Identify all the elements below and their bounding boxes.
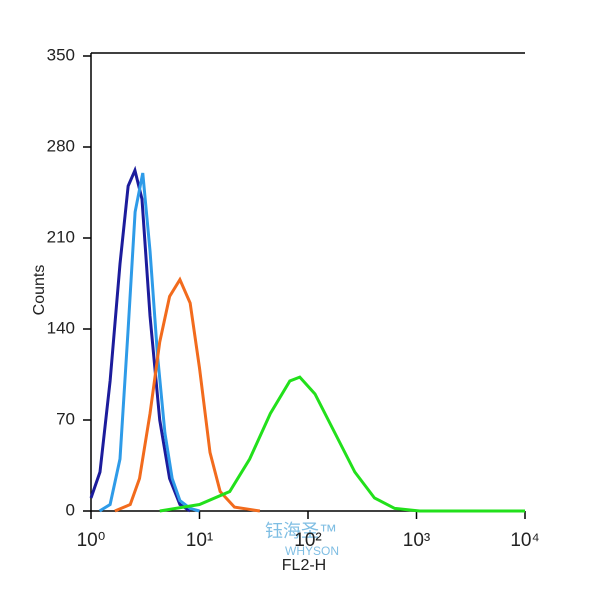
x-tick-label: 10³ (403, 530, 430, 551)
watermark: WHYSON (285, 544, 339, 558)
y-axis-label: Counts (31, 265, 48, 316)
histogram-line (98, 172, 200, 513)
watermark: 钰海圣™ (265, 521, 337, 541)
y-tick-label: 0 (66, 500, 75, 519)
x-tick-label: 10⁴ (510, 530, 539, 551)
y-tick-label: 140 (47, 318, 75, 337)
x-tick-label: 10² (294, 530, 321, 551)
histogram-line (114, 276, 261, 513)
x-tick-label: 10⁰ (77, 530, 106, 551)
y-tick-label: 210 (47, 227, 75, 246)
histogram-line (89, 165, 191, 513)
y-tick-label: 280 (47, 136, 75, 155)
x-axis-label: FL2-H (282, 557, 326, 574)
axes-frame (90, 52, 525, 512)
histogram-line (159, 375, 525, 513)
y-tick-label: 350 (47, 45, 75, 64)
x-tick-label: 10¹ (186, 530, 213, 551)
y-tick-label: 70 (56, 409, 75, 428)
